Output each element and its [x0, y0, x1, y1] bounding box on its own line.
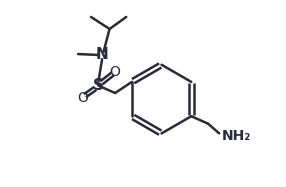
Text: O: O — [77, 91, 88, 105]
Text: S: S — [93, 78, 104, 93]
Text: O: O — [110, 65, 121, 79]
Text: NH₂: NH₂ — [222, 129, 251, 143]
Text: N: N — [96, 47, 108, 62]
